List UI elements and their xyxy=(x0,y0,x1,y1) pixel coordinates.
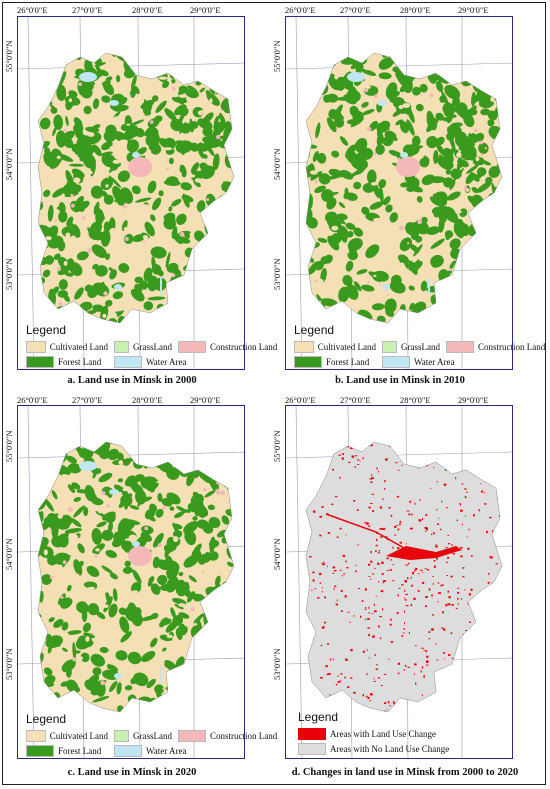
legend-grass: GrassLand xyxy=(133,341,172,352)
cultivated-swatch xyxy=(26,340,46,353)
construction-swatch xyxy=(446,340,474,353)
lat-label-53: 53°0'0"N xyxy=(272,258,282,290)
lon-label-28: 28°0'0"E xyxy=(132,395,163,405)
lat-label-55: 55°0'0"N xyxy=(272,40,282,72)
landuse-map-2020 xyxy=(18,406,244,758)
map-frame xyxy=(285,405,513,759)
legend-title: Legend xyxy=(294,323,335,337)
legend-construction: Construction Land xyxy=(478,341,546,352)
grass-swatch xyxy=(382,340,397,353)
lat-label-54: 54°0'0"N xyxy=(272,148,282,180)
caption-d: d. Changes in land use in Minsk from 200… xyxy=(291,767,519,778)
legend-grass: GrassLand xyxy=(133,730,172,741)
lon-label-26: 26°0'0"E xyxy=(17,5,48,15)
lat-label-53: 53°0'0"N xyxy=(272,648,282,680)
landuse-map-2010 xyxy=(286,17,512,369)
caption-b: b. Land use in Minsk in 2010 xyxy=(335,375,465,386)
legend-water: Water Area xyxy=(146,356,187,367)
construction-swatch xyxy=(178,340,206,353)
legend-nochange: Areas with No Land Use Change xyxy=(330,743,450,754)
lon-label-29: 29°0'0"E xyxy=(458,395,489,405)
legend-b: Legend Cultivated Land GrassLand Constru… xyxy=(294,323,550,371)
change-raster xyxy=(306,442,502,712)
legend-title: Legend xyxy=(298,710,339,724)
legend-water: Water Area xyxy=(414,356,455,367)
legend-forest: Forest Land xyxy=(58,356,102,367)
legend-c: Legend Cultivated Land GrassLand Constru… xyxy=(26,712,283,760)
landuse-raster xyxy=(38,442,234,712)
legend-title: Legend xyxy=(26,323,67,337)
landuse-raster xyxy=(306,53,502,323)
lon-label-27: 27°0'0"E xyxy=(340,395,371,405)
lon-label-27: 27°0'0"E xyxy=(340,5,371,15)
lon-label-28: 28°0'0"E xyxy=(132,5,163,15)
legend-forest: Forest Land xyxy=(58,745,102,756)
lat-label-54: 54°0'0"N xyxy=(4,538,14,570)
legend-cultivated: Cultivated Land xyxy=(317,341,376,352)
map-frame xyxy=(17,16,245,370)
legend-change: Areas with Land Use Change xyxy=(330,728,436,739)
lat-label-54: 54°0'0"N xyxy=(4,148,14,180)
legend-grass: GrassLand xyxy=(401,341,440,352)
map-frame xyxy=(17,405,245,759)
lon-label-29: 29°0'0"E xyxy=(190,5,221,15)
construction-swatch xyxy=(178,729,206,742)
forest-swatch xyxy=(26,744,54,757)
legend-forest: Forest Land xyxy=(326,356,370,367)
change-map-2000-2020 xyxy=(286,406,512,758)
lon-label-29: 29°0'0"E xyxy=(458,5,489,15)
lon-label-27: 27°0'0"E xyxy=(72,5,103,15)
lon-label-26: 26°0'0"E xyxy=(285,395,316,405)
lon-label-26: 26°0'0"E xyxy=(17,395,48,405)
lat-label-53: 53°0'0"N xyxy=(4,258,14,290)
legend-cultivated: Cultivated Land xyxy=(49,730,108,741)
legend-title: Legend xyxy=(26,712,67,726)
cultivated-swatch xyxy=(294,340,314,353)
lat-label-53: 53°0'0"N xyxy=(4,648,14,680)
grass-swatch xyxy=(114,729,129,742)
lat-label-55: 55°0'0"N xyxy=(4,40,14,72)
caption-c: c. Land use in Minsk in 2020 xyxy=(67,767,197,778)
landuse-raster xyxy=(38,53,234,323)
legend-a: Legend Cultivated Land GrassLand Constru… xyxy=(26,323,283,371)
forest-swatch xyxy=(26,355,54,368)
legend-water: Water Area xyxy=(146,745,187,756)
lon-label-29: 29°0'0"E xyxy=(190,395,221,405)
nochange-swatch xyxy=(298,742,326,755)
lon-label-26: 26°0'0"E xyxy=(285,5,316,15)
water-swatch xyxy=(382,355,410,368)
grass-swatch xyxy=(114,340,129,353)
forest-swatch xyxy=(294,355,322,368)
lon-label-28: 28°0'0"E xyxy=(400,395,431,405)
water-swatch xyxy=(114,744,142,757)
legend-cultivated: Cultivated Land xyxy=(49,341,108,352)
lon-label-27: 27°0'0"E xyxy=(72,395,103,405)
map-frame xyxy=(285,16,513,370)
lon-label-28: 28°0'0"E xyxy=(400,5,431,15)
legend-construction: Construction Land xyxy=(210,341,278,352)
legend-d: Legend Areas with Land Use Change Areas … xyxy=(298,710,449,758)
lat-label-54: 54°0'0"N xyxy=(272,538,282,570)
landuse-map-2000 xyxy=(18,17,244,369)
lat-label-55: 55°0'0"N xyxy=(272,430,282,462)
caption-a: a. Land use in Minsk in 2000 xyxy=(67,375,197,386)
water-swatch xyxy=(114,355,142,368)
change-swatch xyxy=(298,727,326,740)
lat-label-55: 55°0'0"N xyxy=(4,430,14,462)
cultivated-swatch xyxy=(26,729,46,742)
legend-construction: Construction Land xyxy=(210,730,278,741)
